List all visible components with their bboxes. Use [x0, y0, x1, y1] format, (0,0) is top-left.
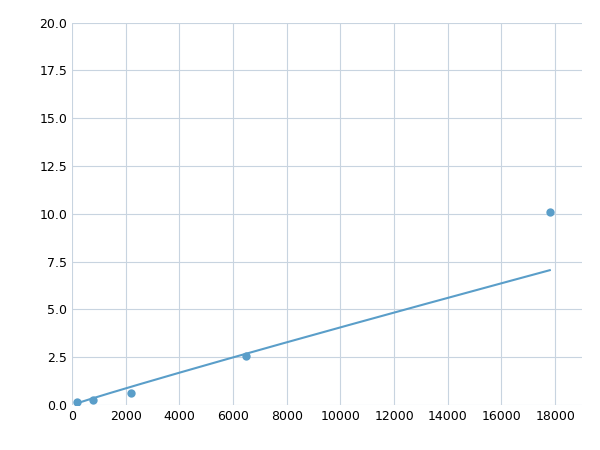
Point: [89, 396, 98, 404]
Point: [126, 389, 136, 396]
Point: [73, 399, 82, 406]
Point: [545, 208, 554, 216]
Point: [242, 353, 251, 360]
